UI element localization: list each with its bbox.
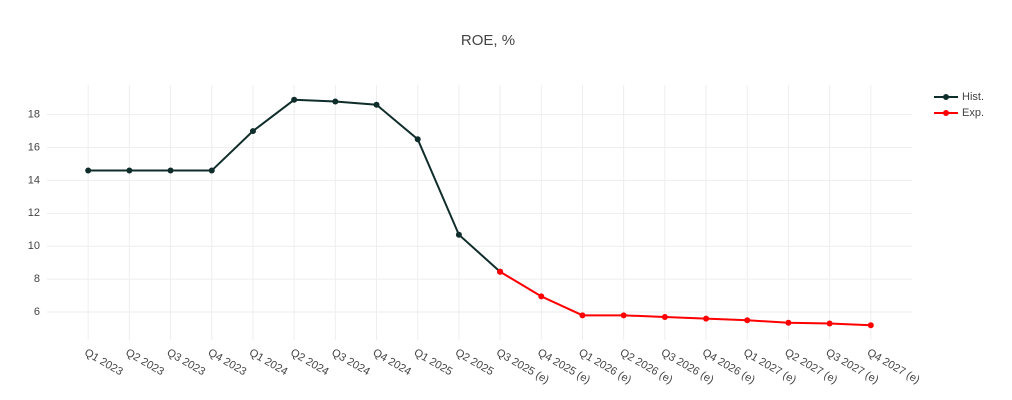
legend-marker [943,110,949,116]
x-tick-label: Q2 2024 [288,347,331,378]
x-tick-label: Q4 2024 [371,347,414,378]
point [373,101,380,108]
x-tick-label: Q3 2024 [329,347,372,378]
series-line [499,270,871,327]
point [414,136,421,143]
y-tick-label: 6 [34,306,40,318]
point [785,319,792,326]
y-tick-label: 18 [28,109,40,121]
point [291,96,298,103]
x-tick-label: Q1 2024 [247,347,290,378]
point [126,167,133,174]
x-tick-label: Q2 2025 [453,347,496,378]
point [332,98,339,105]
point [538,293,545,300]
x-tick-label: Q1 2023 [82,347,125,378]
point [208,167,215,174]
point [826,320,833,327]
point [167,167,174,174]
point [703,315,710,322]
x-tick-label: Q4 2023 [206,347,249,378]
y-tick-label: 16 [28,141,40,153]
y-tick-label: 12 [28,207,40,219]
point [85,167,92,174]
x-tick-label: Q2 2023 [123,347,166,378]
point [867,322,874,329]
y-tick-label: 8 [34,273,40,285]
y-tick-label: 14 [28,174,40,186]
y-tick-label: 10 [28,240,40,252]
point [661,313,668,320]
point [249,128,256,135]
x-tick-label: Q3 2023 [165,347,208,378]
point [579,312,586,319]
x-tick-label: Q1 2025 [412,347,455,378]
point [455,231,462,238]
legend-label: Hist. [962,91,984,103]
point [744,317,751,324]
legend-marker [943,94,949,100]
legend-label: Exp. [962,107,984,119]
point [497,268,504,275]
point [620,312,627,319]
chart-title: ROE, % [461,32,515,49]
